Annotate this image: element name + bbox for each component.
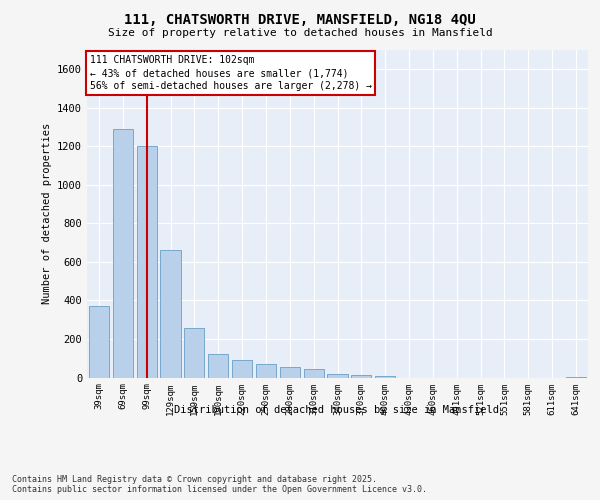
Text: Distribution of detached houses by size in Mansfield: Distribution of detached houses by size … <box>173 405 499 415</box>
Bar <box>113 129 133 378</box>
Bar <box>184 328 205 378</box>
Bar <box>280 367 300 378</box>
Text: 111, CHATSWORTH DRIVE, MANSFIELD, NG18 4QU: 111, CHATSWORTH DRIVE, MANSFIELD, NG18 4… <box>124 12 476 26</box>
Bar <box>208 354 229 378</box>
Bar <box>351 374 371 378</box>
Text: Size of property relative to detached houses in Mansfield: Size of property relative to detached ho… <box>107 28 493 38</box>
Bar <box>328 374 347 378</box>
Bar <box>137 146 157 378</box>
Bar <box>256 364 276 378</box>
Y-axis label: Number of detached properties: Number of detached properties <box>41 123 52 304</box>
Bar <box>304 369 324 378</box>
Bar <box>160 250 181 378</box>
Bar <box>375 376 395 378</box>
Bar <box>89 306 109 378</box>
Text: Contains HM Land Registry data © Crown copyright and database right 2025.
Contai: Contains HM Land Registry data © Crown c… <box>12 475 427 494</box>
Bar <box>232 360 252 378</box>
Bar <box>566 376 586 378</box>
Text: 111 CHATSWORTH DRIVE: 102sqm
← 43% of detached houses are smaller (1,774)
56% of: 111 CHATSWORTH DRIVE: 102sqm ← 43% of de… <box>89 55 371 92</box>
